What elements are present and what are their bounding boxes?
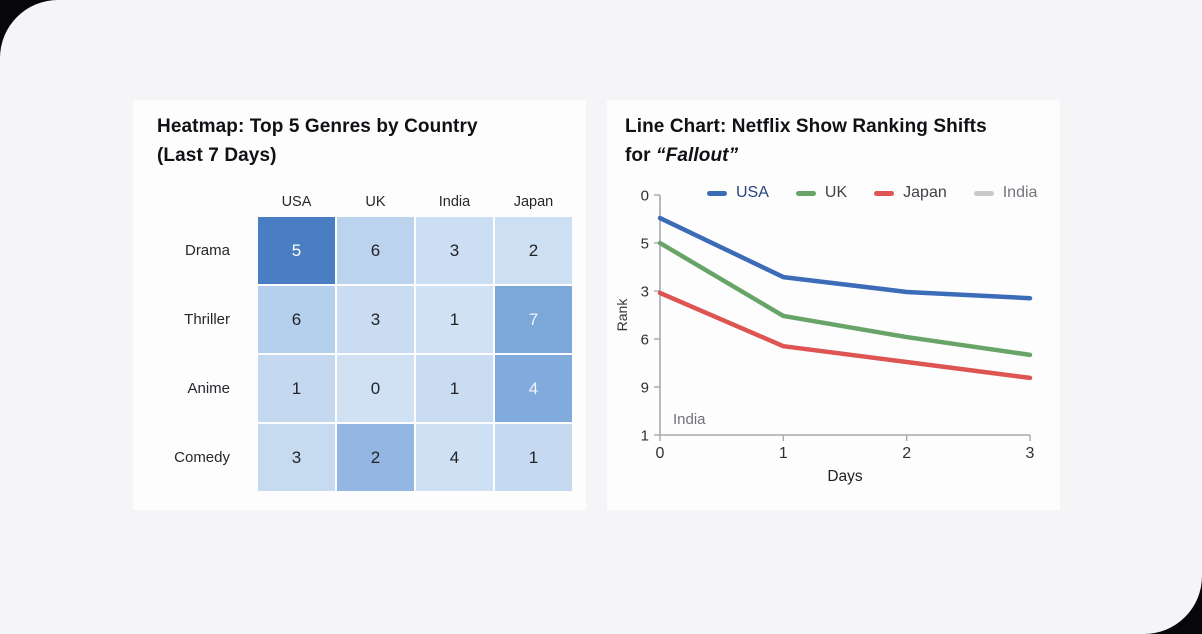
heatmap-row-label-anime: Anime bbox=[187, 380, 230, 397]
heatmap-row-label-comedy: Comedy bbox=[174, 449, 230, 466]
y-tick-label: 9 bbox=[641, 379, 649, 396]
heatmap-title: Heatmap: Top 5 Genres by Country (Last 7… bbox=[157, 112, 478, 170]
heatmap-cell: 3 bbox=[416, 217, 493, 284]
heatmap-cell: 6 bbox=[337, 217, 414, 284]
heatmap-corner bbox=[133, 187, 256, 215]
x-axis-title: Days bbox=[827, 468, 863, 485]
heatmap-col-header-usa: USA bbox=[281, 194, 312, 210]
heatmap-col-header-uk: UK bbox=[365, 194, 386, 210]
chart-legend: USA UK Japan India bbox=[707, 184, 1037, 202]
heatmap-cell: 1 bbox=[416, 286, 493, 353]
heatmap-cell: 1 bbox=[495, 424, 572, 491]
heatmap-cell: 1 bbox=[258, 355, 335, 422]
y-tick-label: 0 bbox=[641, 187, 649, 204]
legend-item-japan[interactable]: Japan bbox=[874, 184, 947, 202]
legend-label-usa: USA bbox=[736, 184, 769, 201]
heatmap-cell: 2 bbox=[495, 217, 572, 284]
heatmap-cell: 1 bbox=[416, 355, 493, 422]
line-chart-title: Line Chart: Netflix Show Ranking Shifts … bbox=[625, 112, 987, 170]
legend-swatch-icon-japan bbox=[874, 190, 895, 196]
heatmap-card: Heatmap: Top 5 Genres by Country (Last 7… bbox=[133, 100, 586, 510]
legend-swatch-icon-usa bbox=[707, 190, 727, 196]
x-tick-label: 2 bbox=[902, 445, 911, 462]
line-chart-title-line1: Line Chart: Netflix Show Ranking Shifts bbox=[625, 116, 987, 137]
line-series-usa bbox=[657, 215, 1033, 301]
line-series-uk bbox=[657, 240, 1033, 358]
y-tick-label: 5 bbox=[641, 235, 649, 252]
heatmap-cell: 7 bbox=[495, 286, 572, 353]
line-chart-card: Line Chart: Netflix Show Ranking Shifts … bbox=[607, 100, 1060, 510]
heatmap-row-label-thriller: Thriller bbox=[184, 311, 230, 328]
heatmap-col-header-india: India bbox=[438, 194, 471, 210]
legend-item-uk[interactable]: UK bbox=[795, 184, 848, 202]
heatmap-cell: 4 bbox=[416, 424, 493, 491]
x-tick-label: 3 bbox=[1026, 445, 1035, 462]
india-annotation: India bbox=[673, 411, 706, 428]
legend-swatch-icon-uk bbox=[795, 190, 816, 196]
legend-swatch-icon-india bbox=[973, 190, 994, 196]
y-tick-label: 3 bbox=[641, 283, 649, 300]
legend-label-japan: Japan bbox=[903, 184, 947, 201]
line-series-japan bbox=[657, 290, 1033, 381]
line-chart-title-show-name: “Fallout” bbox=[656, 145, 739, 166]
heatmap-cell: 2 bbox=[337, 424, 414, 491]
heatmap-cell: 3 bbox=[258, 424, 335, 491]
y-tick-label: 6 bbox=[641, 331, 649, 348]
legend-label-india: India bbox=[1002, 184, 1038, 201]
y-tick-label: 1 bbox=[641, 427, 649, 444]
heatmap-cell: 0 bbox=[337, 355, 414, 422]
heatmap-col-header-japan: Japan bbox=[513, 194, 554, 210]
heatmap-cell: 6 bbox=[258, 286, 335, 353]
heatmap-grid: USA UK India Japan Drama 5 6 3 2 Thriller 6 3 1 7 Anim… bbox=[133, 187, 572, 491]
line-chart-title-line2-prefix: for bbox=[625, 145, 657, 166]
heatmap-title-line1: Heatmap: Top 5 Genres by Country bbox=[157, 116, 478, 137]
legend-label-uk: UK bbox=[824, 184, 848, 201]
x-tick-label: 1 bbox=[779, 445, 788, 462]
heatmap-title-line2: (Last 7 Days) bbox=[157, 145, 277, 166]
legend-item-india[interactable]: India bbox=[973, 184, 1038, 202]
heatmap-cell: 3 bbox=[337, 286, 414, 353]
heatmap-cell: 5 bbox=[258, 217, 335, 284]
y-axis-title: Rank bbox=[614, 298, 630, 332]
heatmap-cell: 4 bbox=[495, 355, 572, 422]
legend-item-usa[interactable]: USA bbox=[707, 184, 769, 202]
x-tick-label: 0 bbox=[656, 445, 665, 462]
heatmap-row-label-drama: Drama bbox=[184, 242, 230, 259]
